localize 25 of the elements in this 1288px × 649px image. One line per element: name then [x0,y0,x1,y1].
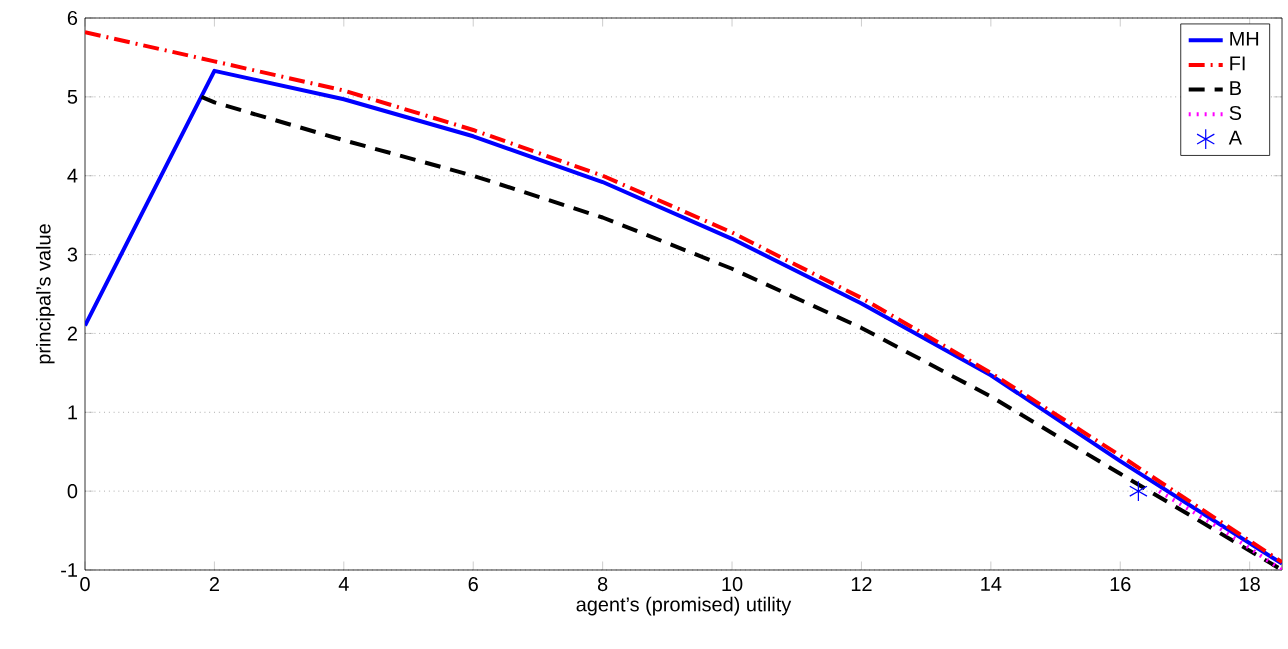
legend-label: MH [1230,31,1259,46]
legend-label: A [1228,130,1242,145]
x-tick-label: 4 [338,577,349,591]
legend-label: FI [1230,56,1245,71]
x-tick-label: 10 [722,577,743,592]
y-tick-label: 3 [67,247,78,262]
y-tick-label: 0 [67,484,78,499]
x-tick-label: 14 [981,577,1002,591]
y-tick-label: 1 [68,405,77,420]
x-tick-label: 6 [468,577,478,592]
y-tick-label: 2 [67,326,77,341]
x-tick-label: 2 [209,577,219,591]
x-tick-label: 16 [1110,577,1131,592]
x-axis-title: agent’s (promised) utility [576,596,792,616]
legend-label: B [1230,81,1241,95]
x-tick-label: 18 [1240,577,1260,592]
y-axis-title: principal’s value [35,224,55,364]
y-tick-label: 6 [67,10,78,26]
legend-label: S [1229,105,1242,120]
y-tick-label: 5 [67,89,78,104]
x-tick-label: 0 [80,577,90,592]
y-tick-label: 4 [67,168,78,183]
x-tick-label: 12 [851,577,872,591]
y-tick-label: -1 [61,563,77,577]
x-tick-label: 8 [597,577,608,592]
